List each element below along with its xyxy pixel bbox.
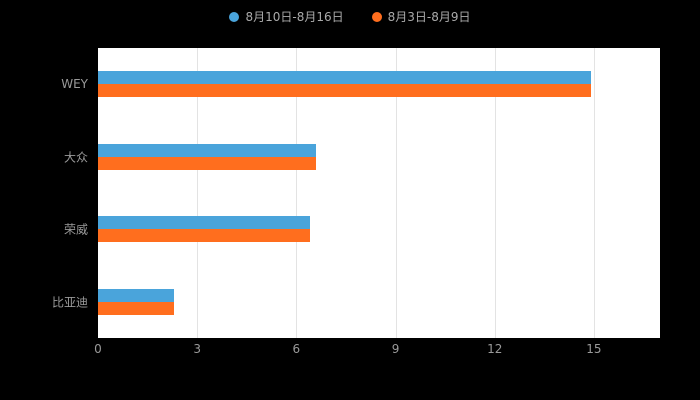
gridline [395,48,397,338]
legend: 8月10日-8月16日 8月3日-8月9日 [0,8,700,25]
bar-大众-series0[interactable] [98,143,317,157]
legend-marker-icon [229,11,240,22]
x-tick-label: 12 [487,342,503,356]
gridline [494,48,496,338]
x-tick-label: 9 [391,342,400,356]
bar-比亚迪-series0[interactable] [98,288,175,302]
x-tick-label: 3 [193,342,201,356]
plot-area [98,48,660,338]
category-label: 比亚迪 [51,295,88,310]
category-label: 大众 [63,150,88,165]
legend-item[interactable]: 8月3日-8月9日 [371,8,471,25]
bar-荣威-series1[interactable] [98,229,310,243]
y-axis-category-labels: WEY 大众荣威比亚迪 [0,48,92,338]
bar-荣威-series0[interactable] [98,216,310,230]
bar-比亚迪-series1[interactable] [98,301,175,315]
bar-WEY-series0[interactable] [98,71,591,85]
bar-WEY-series1[interactable] [98,84,591,98]
x-tick-label: 6 [292,342,301,356]
legend-marker-icon [371,11,382,22]
category-label: WEY [61,77,88,92]
gridline [296,48,298,338]
gridline [197,48,199,338]
x-tick-label: 0 [94,342,102,356]
x-axis-tick-labels: 0 3 6 9 12 15 [94,342,660,358]
gridline [593,48,595,338]
bar-大众-series1[interactable] [98,156,317,170]
category-label: 荣威 [63,222,88,237]
x-tick-label: 15 [586,342,602,356]
legend-item[interactable]: 8月10日-8月16日 [229,8,344,25]
legend-label: 8月10日-8月16日 [245,10,344,24]
legend-label: 8月3日-8月9日 [387,10,471,24]
